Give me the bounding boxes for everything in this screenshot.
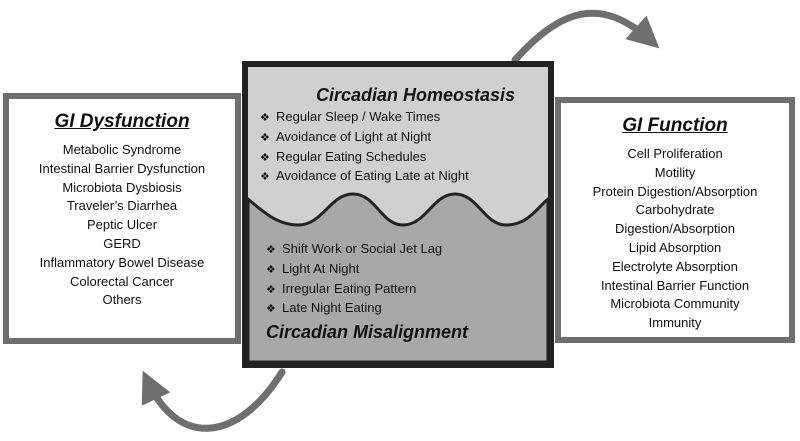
wave-divider: [248, 192, 548, 362]
list-item: Microbiota Dysbiosis: [62, 179, 182, 195]
bottom-curved-arrow: [141, 368, 286, 432]
gi-function-list: Cell Proliferation Motility Protein Dige…: [561, 145, 789, 333]
diamond-bullet-icon: ❖: [266, 303, 276, 316]
gi-dysfunction-title: GI Dysfunction: [54, 111, 190, 132]
homeostasis-list: ❖ Regular Sleep / Wake Times ❖ Avoidance o…: [260, 108, 469, 187]
list-item: Intestinal Barrier Dysfunction: [38, 160, 206, 176]
top-curved-arrow: [511, 9, 660, 64]
list-item: Motility: [654, 164, 696, 180]
gi-function-title: GI Function: [622, 115, 728, 136]
diamond-bullet-icon: ❖: [260, 112, 270, 124]
list-item: Lipid Absorption: [628, 239, 722, 255]
gi-function-panel: GI Function Cell Proliferation Motility …: [555, 97, 795, 343]
list-item: Immunity: [648, 315, 702, 331]
misalignment-title: Circadian Misalignment: [266, 322, 469, 342]
list-item: Microbiota Community: [610, 296, 740, 312]
diamond-bullet-icon: ❖: [260, 151, 270, 164]
diamond-bullet-icon: ❖: [266, 244, 276, 256]
diamond-bullet-icon: ❖: [266, 283, 276, 296]
gi-dysfunction-panel: GI Dysfunction Metabolic Syndrome Intest…: [3, 93, 241, 344]
list-item: Intestinal Barrier Function: [600, 277, 750, 293]
list-item: Metabolic Syndrome: [62, 142, 182, 157]
list-item: Digestion/Absorption: [615, 221, 735, 237]
list-item: Inflammatory Bowel Disease: [39, 254, 205, 270]
homeostasis-title: Circadian Homeostasis: [316, 85, 516, 105]
list-item: ❖ Avoidance of Light at Night: [260, 128, 469, 148]
diamond-bullet-icon: ❖: [260, 171, 270, 184]
circadian-center-box: Circadian Homeostasis ❖ Regular Sleep / W…: [242, 61, 554, 368]
list-item: ❖ Light At Night: [266, 260, 442, 280]
list-item: Peptic Ulcer: [86, 217, 158, 233]
list-item: ❖ Late Night Eating: [266, 299, 442, 319]
diamond-bullet-icon: ❖: [260, 131, 270, 144]
list-item: GERD: [103, 235, 141, 251]
list-item: Protein Digestion/Absorption: [592, 183, 758, 199]
list-item: Carbohydrate: [635, 202, 715, 218]
diamond-bullet-icon: ❖: [266, 263, 276, 276]
gi-dysfunction-list: Metabolic Syndrome Intestinal Barrier Dy…: [9, 141, 235, 310]
list-item: Electrolyte Absorption: [612, 258, 738, 274]
list-item: ❖ Regular Sleep / Wake Times: [260, 108, 469, 128]
misalignment-list: ❖ Shift Work or Social Jet Lag ❖ Light At …: [266, 240, 442, 319]
list-item: Colorectal Cancer: [69, 273, 175, 289]
list-item: ❖ Avoidance of Eating Late at Night: [260, 167, 469, 187]
list-item: Others: [102, 292, 142, 308]
list-item: ❖ Irregular Eating Pattern: [266, 280, 442, 300]
list-item: Cell Proliferation: [627, 146, 723, 161]
list-item: ❖ Shift Work or Social Jet Lag: [266, 240, 442, 260]
list-item: ❖ Regular Eating Schedules: [260, 148, 469, 168]
list-item: Traveler’s Diarrhea: [66, 198, 178, 214]
